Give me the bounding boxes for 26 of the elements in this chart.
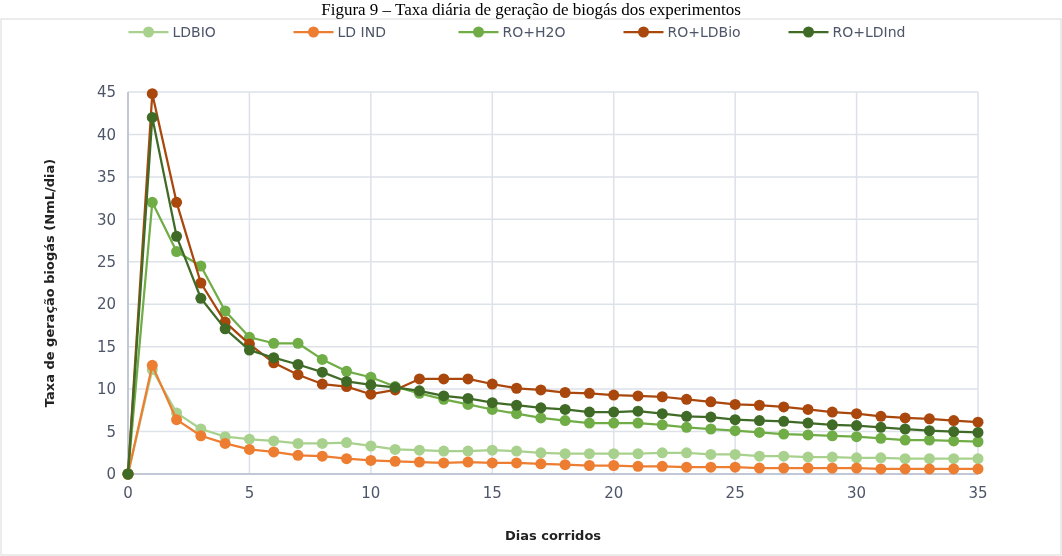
x-tick-label: 20 bbox=[604, 484, 624, 502]
y-tick-label: 0 bbox=[106, 465, 116, 484]
x-tick-label: 35 bbox=[968, 484, 988, 502]
y-tick-label: 45 bbox=[96, 83, 116, 102]
legend-label: LDBIO bbox=[172, 23, 216, 40]
x-tick-label: 15 bbox=[482, 484, 502, 502]
legend-label: LD IND bbox=[337, 23, 386, 40]
x-tick-label: 10 bbox=[361, 484, 381, 502]
x-axis-title: Dias corridos bbox=[504, 528, 602, 543]
x-tick-label: 30 bbox=[847, 484, 867, 502]
x-tick-label: 0 bbox=[123, 484, 133, 502]
legend-label: RO+LDBio bbox=[667, 23, 741, 40]
y-tick-label: 10 bbox=[96, 380, 116, 399]
y-tick-label: 35 bbox=[96, 168, 116, 187]
y-tick-label: 25 bbox=[96, 253, 116, 272]
x-tick-label: 5 bbox=[244, 484, 255, 502]
x-tick-label: 25 bbox=[725, 484, 745, 502]
chart-title: Figura 9 – Taxa diária de geração de biogás dos experimentos bbox=[321, 0, 741, 19]
y-tick-label: 15 bbox=[96, 337, 116, 356]
legend-label: RO+LDInd bbox=[832, 23, 906, 40]
y-tick-label: 30 bbox=[96, 210, 116, 229]
y-tick-label: 5 bbox=[106, 422, 116, 441]
y-tick-label: 40 bbox=[96, 125, 116, 144]
legend-label: RO+H2O bbox=[502, 23, 566, 40]
y-tick-label: 20 bbox=[96, 295, 116, 314]
y-axis-title: Taxa de geração biogás (NmL/dia) bbox=[42, 158, 57, 408]
